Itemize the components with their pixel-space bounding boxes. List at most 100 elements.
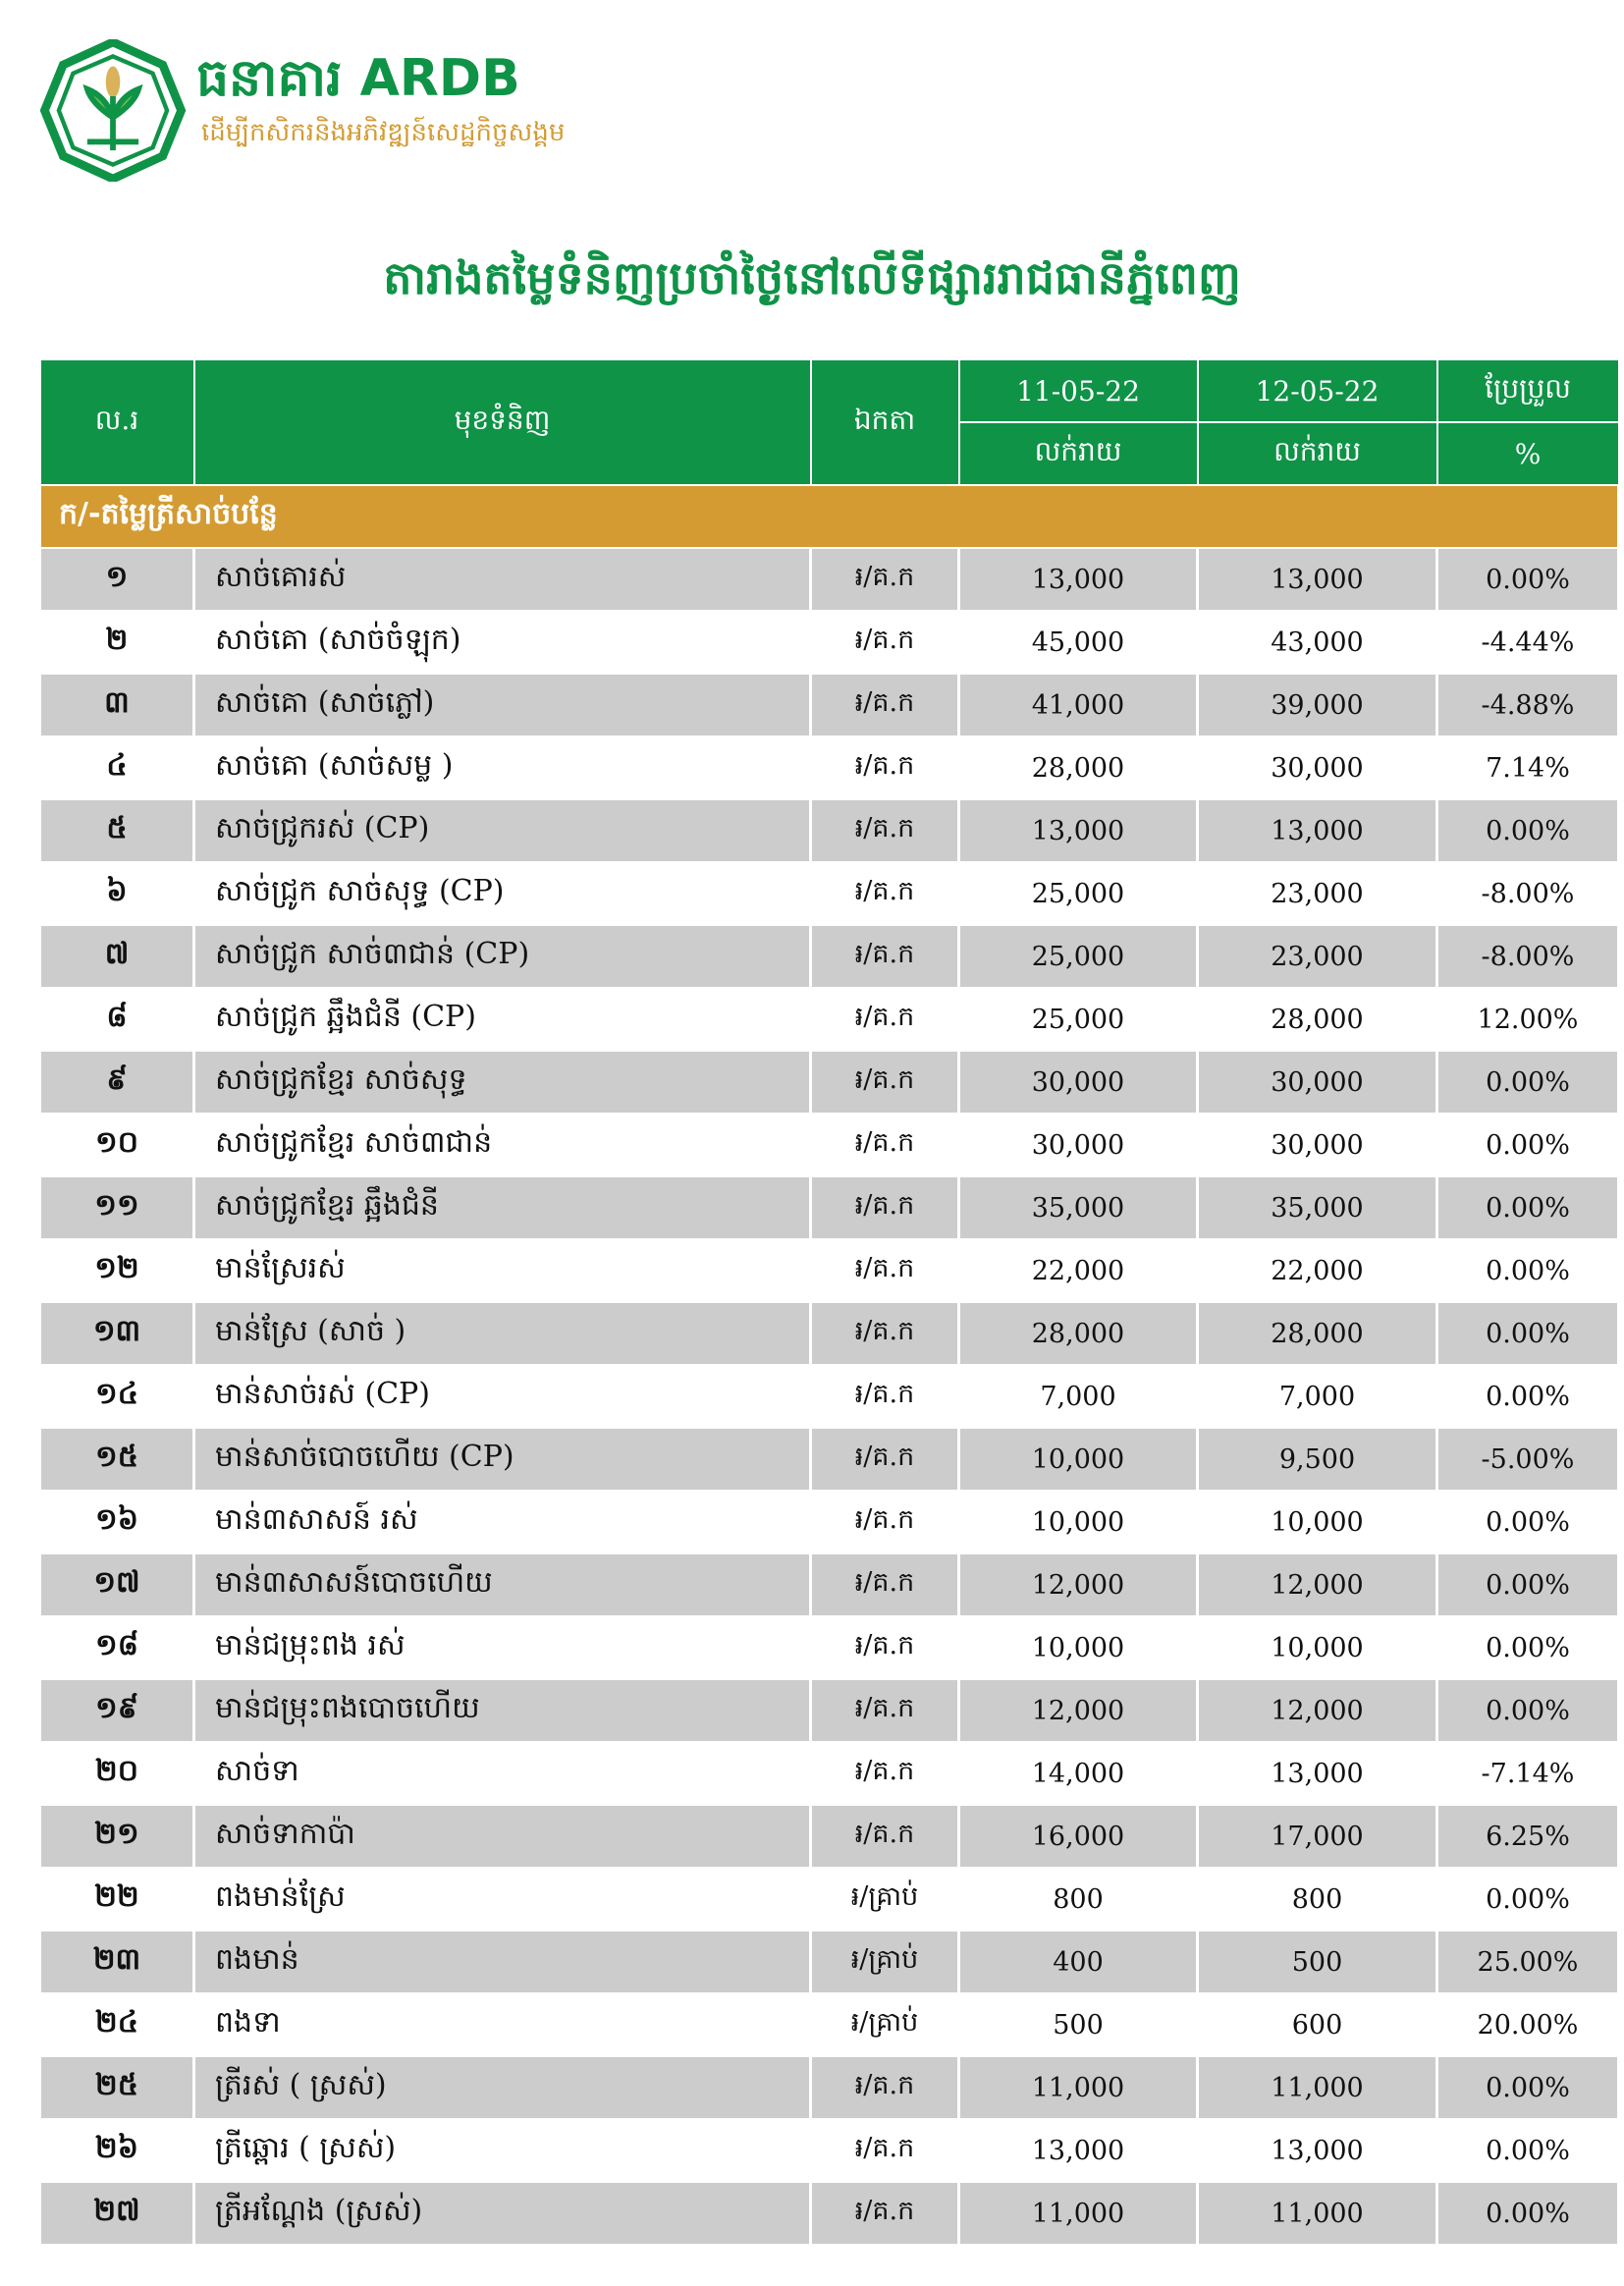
- item-name: មាន់៣សាសន៍ រស់: [192, 1491, 812, 1554]
- change-percent: 0.00%: [1435, 1491, 1620, 1554]
- table-row: ១២ មាន់ស្រែរស់ ៛/គ.ក 22,000 22,000 0.00%: [38, 1239, 1620, 1303]
- header-retail1: លក់រាយ: [957, 421, 1199, 486]
- price-date1: 10,000: [957, 1616, 1199, 1680]
- item-name: សាច់ជ្រូក សាច់សុទ្ធ (CP): [192, 862, 812, 926]
- price-date1: 16,000: [957, 1805, 1199, 1869]
- brand-tagline: ដើម្បីកសិករនិងអភិវឌ្ឍន៍សេដ្ឋកិច្ចសង្គម: [201, 118, 566, 147]
- price-date2: 13,000: [1196, 548, 1438, 612]
- header-percent: %: [1435, 421, 1620, 486]
- row-number: ១១: [38, 1176, 195, 1240]
- price-date2: 35,000: [1196, 1176, 1438, 1240]
- price-date2: 17,000: [1196, 1805, 1438, 1869]
- unit: ៛/គ.ក: [809, 1491, 960, 1554]
- table-row: ២០ សាច់ទា ៛/គ.ក 14,000 13,000 -7.14%: [38, 1742, 1620, 1806]
- unit: ៛/គ.ក: [809, 1114, 960, 1177]
- row-number: ២៣: [38, 1931, 195, 1994]
- unit: ៛/គ.ក: [809, 862, 960, 926]
- unit: ៛/គ.ក: [809, 2056, 960, 2120]
- price-date1: 10,000: [957, 1428, 1199, 1492]
- header-retail2: លក់រាយ: [1196, 421, 1438, 486]
- table-row: ៣សាច់គោ (សាច់ភ្លៅ) ៛/គ.ក 41,000 39,000 -4.88…: [38, 674, 1620, 737]
- price-date2: 13,000: [1196, 1742, 1438, 1806]
- change-percent: 0.00%: [1435, 1616, 1620, 1680]
- price-date2: 7,000: [1196, 1365, 1438, 1429]
- table-row: ១០ សាច់ជ្រូកខ្មែរ សាច់៣ជាន់ ៛/គ.ក 30,000 30,…: [38, 1114, 1620, 1177]
- ardb-logo: [39, 39, 187, 182]
- unit: ៛/គ.ក: [809, 1616, 960, 1680]
- unit: ៛/គ.ក: [809, 988, 960, 1052]
- change-percent: 25.00%: [1435, 1931, 1620, 1994]
- price-date2: 39,000: [1196, 674, 1438, 737]
- price-date1: 13,000: [957, 799, 1199, 863]
- price-date1: 30,000: [957, 1114, 1199, 1177]
- price-date2: 11,000: [1196, 2056, 1438, 2120]
- table-row: ១៩ មាន់ជម្រុះពងបោចហើយ ៛/គ.ក 12,000 12,000 0.0…: [38, 1679, 1620, 1743]
- table-row: ២២ ពងមាន់ស្រែ ៛/គ្រាប់ 800 800 0.00%: [38, 1868, 1620, 1932]
- price-date2: 10,000: [1196, 1616, 1438, 1680]
- row-number: ១៧: [38, 1553, 195, 1617]
- table-row: ១១ សាច់ជ្រូកខ្មែរ ឆ្អឹងជំនី ៛/គ.ក 35,000 35,…: [38, 1176, 1620, 1240]
- table-row: ២៤ ពងទា ៛/គ្រាប់ 500 600 20.00%: [38, 1993, 1620, 2057]
- price-date2: 43,000: [1196, 611, 1438, 675]
- unit: ៛/គ.ក: [809, 736, 960, 800]
- row-number: ៩: [38, 1051, 195, 1115]
- item-name: សាច់ជ្រូក ឆ្អឹងជំនី (CP): [192, 988, 812, 1052]
- price-date1: 25,000: [957, 925, 1199, 989]
- row-number: ២០: [38, 1742, 195, 1806]
- header-change: ប្រែប្រួល: [1435, 358, 1620, 423]
- change-percent: 0.00%: [1435, 2056, 1620, 2120]
- row-number: ១: [38, 548, 195, 612]
- change-percent: 0.00%: [1435, 1239, 1620, 1303]
- unit: ៛/គ.ក: [809, 1805, 960, 1869]
- unit: ៛/គ.ក: [809, 2119, 960, 2183]
- item-name: មាន់សាច់បោចហើយ (CP): [192, 1428, 812, 1492]
- item-name: ពងមាន់: [192, 1931, 812, 1994]
- price-date1: 25,000: [957, 988, 1199, 1052]
- price-date1: 11,000: [957, 2182, 1199, 2246]
- unit: ៛/គ.ក: [809, 548, 960, 612]
- table-row: ១៨ មាន់ជម្រុះពង រស់ ៛/គ.ក 10,000 10,000 0.00%: [38, 1616, 1620, 1680]
- change-percent: -4.44%: [1435, 611, 1620, 675]
- price-date2: 30,000: [1196, 1114, 1438, 1177]
- price-date1: 14,000: [957, 1742, 1199, 1806]
- table-row: ៧សាច់ជ្រូក សាច់៣ជាន់ (CP) ៛/គ.ក 25,000 23,0…: [38, 925, 1620, 989]
- header-item: មុខទំនិញ: [192, 358, 812, 486]
- item-name: ពងមាន់ស្រែ: [192, 1868, 812, 1932]
- unit: ៛/គ្រាប់: [809, 1868, 960, 1932]
- row-number: ១៦: [38, 1491, 195, 1554]
- header-date1: 11-05-22: [957, 358, 1199, 423]
- table-row: ២៧ ត្រីអណ្តែង (ស្រស់) ៛/គ.ក 11,000 11,000 0.0…: [38, 2182, 1620, 2246]
- change-percent: -4.88%: [1435, 674, 1620, 737]
- item-name: សាច់គោ (សាច់ភ្លៅ): [192, 674, 812, 737]
- change-percent: 7.14%: [1435, 736, 1620, 800]
- table-row: ១៧ មាន់៣សាសន៍បោចហើយ ៛/គ.ក 12,000 12,000 0.00%: [38, 1553, 1620, 1617]
- change-percent: 0.00%: [1435, 2182, 1620, 2246]
- change-percent: 12.00%: [1435, 988, 1620, 1052]
- table-row: ២១ សាច់ទាកាប៉ា ៛/គ.ក 16,000 17,000 6.25%: [38, 1805, 1620, 1869]
- row-number: ២៤: [38, 1993, 195, 2057]
- item-name: មាន់ជម្រុះពងបោចហើយ: [192, 1679, 812, 1743]
- table-row: ១៥ មាន់សាច់បោចហើយ (CP) ៛/គ.ក 10,000 9,500 -5.…: [38, 1428, 1620, 1492]
- section-header: ក/-តម្លៃត្រីសាច់បន្លែ: [38, 485, 1620, 549]
- brand-name: ធនាគារ ARDB: [196, 49, 520, 108]
- change-percent: 20.00%: [1435, 1993, 1620, 2057]
- price-date2: 800: [1196, 1868, 1438, 1932]
- price-date2: 22,000: [1196, 1239, 1438, 1303]
- price-date2: 10,000: [1196, 1491, 1438, 1554]
- change-percent: 0.00%: [1435, 1176, 1620, 1240]
- change-percent: 0.00%: [1435, 1051, 1620, 1115]
- price-date2: 13,000: [1196, 2119, 1438, 2183]
- row-number: ១៤: [38, 1365, 195, 1429]
- row-number: ២២: [38, 1868, 195, 1932]
- price-date2: 30,000: [1196, 736, 1438, 800]
- row-number: ១២: [38, 1239, 195, 1303]
- item-name: មាន់ស្រែ (សាច់ ): [192, 1302, 812, 1366]
- item-name: សាច់ជ្រូកខ្មែរ សាច់៣ជាន់: [192, 1114, 812, 1177]
- unit: ៛/គ.ក: [809, 1553, 960, 1617]
- price-date2: 12,000: [1196, 1679, 1438, 1743]
- price-date1: 41,000: [957, 674, 1199, 737]
- price-date1: 12,000: [957, 1553, 1199, 1617]
- price-date1: 28,000: [957, 1302, 1199, 1366]
- unit: ៛/គ.ក: [809, 2182, 960, 2246]
- row-number: ២៥: [38, 2056, 195, 2120]
